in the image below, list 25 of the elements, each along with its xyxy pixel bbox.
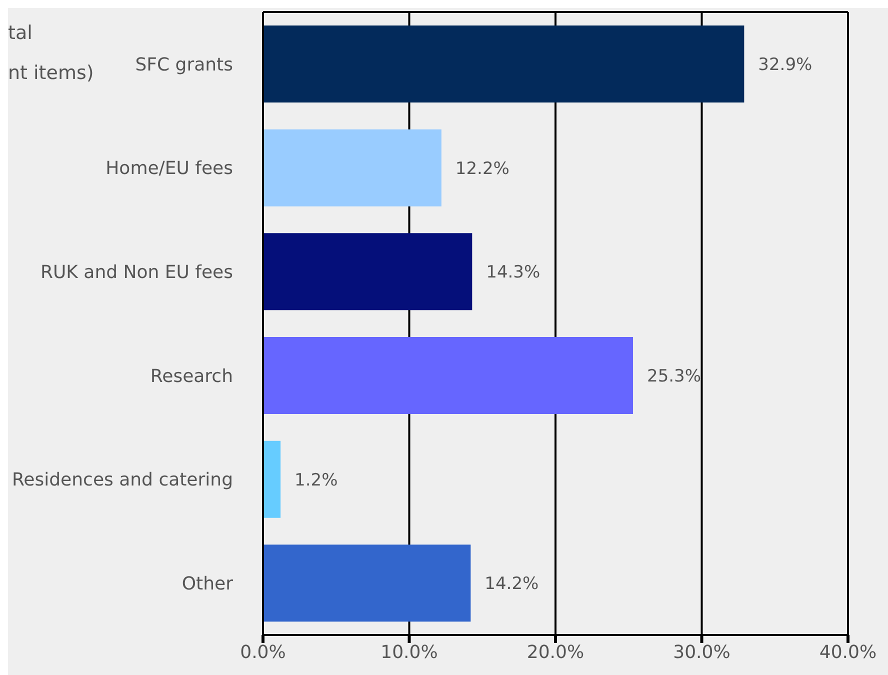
x-tick-label: 10.0% bbox=[380, 642, 438, 663]
y-tick-label: SFC grants bbox=[135, 54, 233, 76]
data-label: 1.2% bbox=[294, 470, 338, 490]
data-label: 14.3% bbox=[486, 262, 540, 283]
data-label: 14.2% bbox=[484, 574, 539, 594]
y-tick-label: Residences and catering bbox=[12, 470, 233, 491]
data-label: 32.9% bbox=[758, 54, 812, 75]
bar bbox=[263, 544, 471, 622]
y-tick-label: Research bbox=[150, 366, 233, 387]
bar bbox=[263, 440, 281, 518]
bar bbox=[263, 337, 634, 414]
x-tick-label: 20.0% bbox=[526, 642, 584, 663]
bar bbox=[263, 233, 472, 310]
bar bbox=[263, 129, 442, 206]
x-tick-label: 40.0% bbox=[819, 642, 877, 663]
text: tal bbox=[8, 22, 32, 44]
x-tick-label: 0.0% bbox=[240, 642, 286, 663]
x-tick-label: 30.0% bbox=[673, 642, 730, 663]
y-tick-label: Home/EU fees bbox=[106, 158, 233, 180]
y-tick-label: Other bbox=[182, 573, 234, 594]
text: nt items) bbox=[8, 62, 94, 84]
y-tick-label: RUK and Non EU fees bbox=[40, 262, 233, 283]
data-label: 12.2% bbox=[455, 158, 510, 179]
bar bbox=[263, 26, 744, 102]
data-label: 25.3% bbox=[647, 366, 702, 386]
